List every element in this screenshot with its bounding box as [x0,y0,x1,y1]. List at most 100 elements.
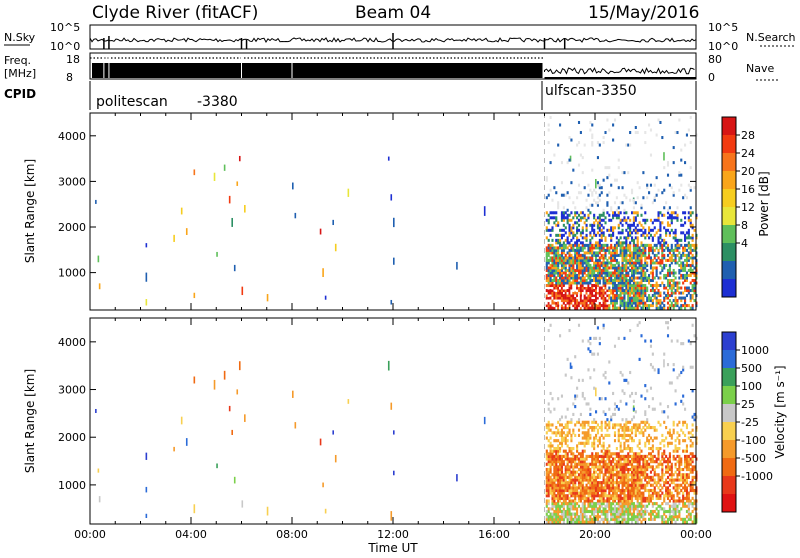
backscatter-cell [551,198,554,202]
backscatter-cell [553,407,556,411]
backscatter-cell [655,258,658,262]
backscatter-cell [595,426,598,430]
x-tick-label: 12:00 [377,528,409,541]
backscatter-cell [651,236,654,240]
backscatter-cell [577,460,581,464]
backscatter-cell [551,266,554,270]
backscatter-cell [615,496,618,500]
backscatter-cell [627,470,630,474]
echo-mark [98,283,101,290]
backscatter-cell [593,213,596,217]
backscatter-cell [657,251,660,255]
backscatter-cell [638,478,641,482]
freq-tick-high: 18 [66,53,80,66]
backscatter-cell [595,241,598,245]
backscatter-cell [670,261,673,265]
backscatter-cell [646,243,649,247]
backscatter-cell [638,301,641,305]
backscatter-cell [629,233,632,237]
backscatter-cell [555,454,558,458]
backscatter-cell [642,171,645,175]
backscatter-cell [625,457,628,461]
backscatter-cell [562,486,565,490]
backscatter-cell [591,143,594,147]
backscatter-cell [682,494,685,498]
backscatter-cell [549,299,552,303]
backscatter-cell [632,291,635,295]
backscatter-cell [661,246,664,250]
backscatter-cell [608,457,611,461]
backscatter-cell [640,289,643,293]
backscatter-cell [653,233,656,237]
backscatter-cell [574,515,577,519]
backscatter-cell [640,263,643,267]
backscatter-cell [577,276,581,280]
backscatter-cell [570,284,573,288]
backscatter-cell [549,470,552,474]
backscatter-cell [606,246,609,250]
backscatter-cell [591,486,594,490]
backscatter-cell [625,423,628,427]
backscatter-cell [545,483,548,487]
backscatter-cell [636,271,639,275]
backscatter-cell [634,289,637,293]
backscatter-cell [581,502,584,506]
backscatter-cell [608,504,611,508]
backscatter-cell [566,486,569,490]
backscatter-cell [549,233,552,237]
backscatter-cell [610,256,613,260]
backscatter-cell [613,491,617,495]
backscatter-cell [589,251,592,255]
backscatter-cell [636,281,639,285]
backscatter-cell [562,296,565,300]
backscatter-cell [661,238,664,242]
backscatter-cell [674,248,677,252]
backscatter-cell [593,306,596,310]
backscatter-cell [638,246,641,250]
backscatter-cell [617,512,620,516]
backscatter-cell [693,517,696,521]
backscatter-cell [612,294,615,298]
backscatter-cell [604,263,607,267]
backscatter-cell [615,517,618,521]
backscatter-cell [685,465,688,469]
backscatter-cell [649,233,653,237]
backscatter-cell [646,276,649,280]
backscatter-cell [663,499,666,503]
backscatter-cell [627,462,630,466]
backscatter-cell [566,273,569,277]
backscatter-cell [619,281,622,285]
backscatter-cell [666,462,670,466]
backscatter-cell [661,136,664,140]
backscatter-cell [651,268,654,272]
backscatter-cell [642,243,645,247]
backscatter-cell [630,426,634,430]
backscatter-cell [678,515,681,519]
backscatter-cell [640,420,643,424]
backscatter-cell [693,475,696,479]
backscatter-cell [583,509,586,514]
backscatter-cell [684,454,687,458]
backscatter-cell [630,507,634,511]
echo-mark [193,504,196,514]
backscatter-cell [553,454,556,458]
backscatter-cell [568,251,571,255]
backscatter-cell [593,273,596,277]
backscatter-cell [653,248,656,252]
backscatter-cell [674,276,677,280]
backscatter-cell [587,266,590,270]
backscatter-cell [691,444,694,448]
backscatter-cell [608,494,611,498]
backscatter-cell [585,236,588,240]
backscatter-cell [653,407,656,411]
backscatter-cell [668,494,671,498]
backscatter-cell [587,368,590,372]
backscatter-cell [636,504,639,508]
backscatter-cell [598,397,601,401]
backscatter-cell [680,273,683,277]
backscatter-cell [646,296,649,300]
backscatter-cell [574,206,577,210]
backscatter-cell [638,457,641,461]
backscatter-cell [644,507,647,511]
backscatter-cell [547,452,550,456]
